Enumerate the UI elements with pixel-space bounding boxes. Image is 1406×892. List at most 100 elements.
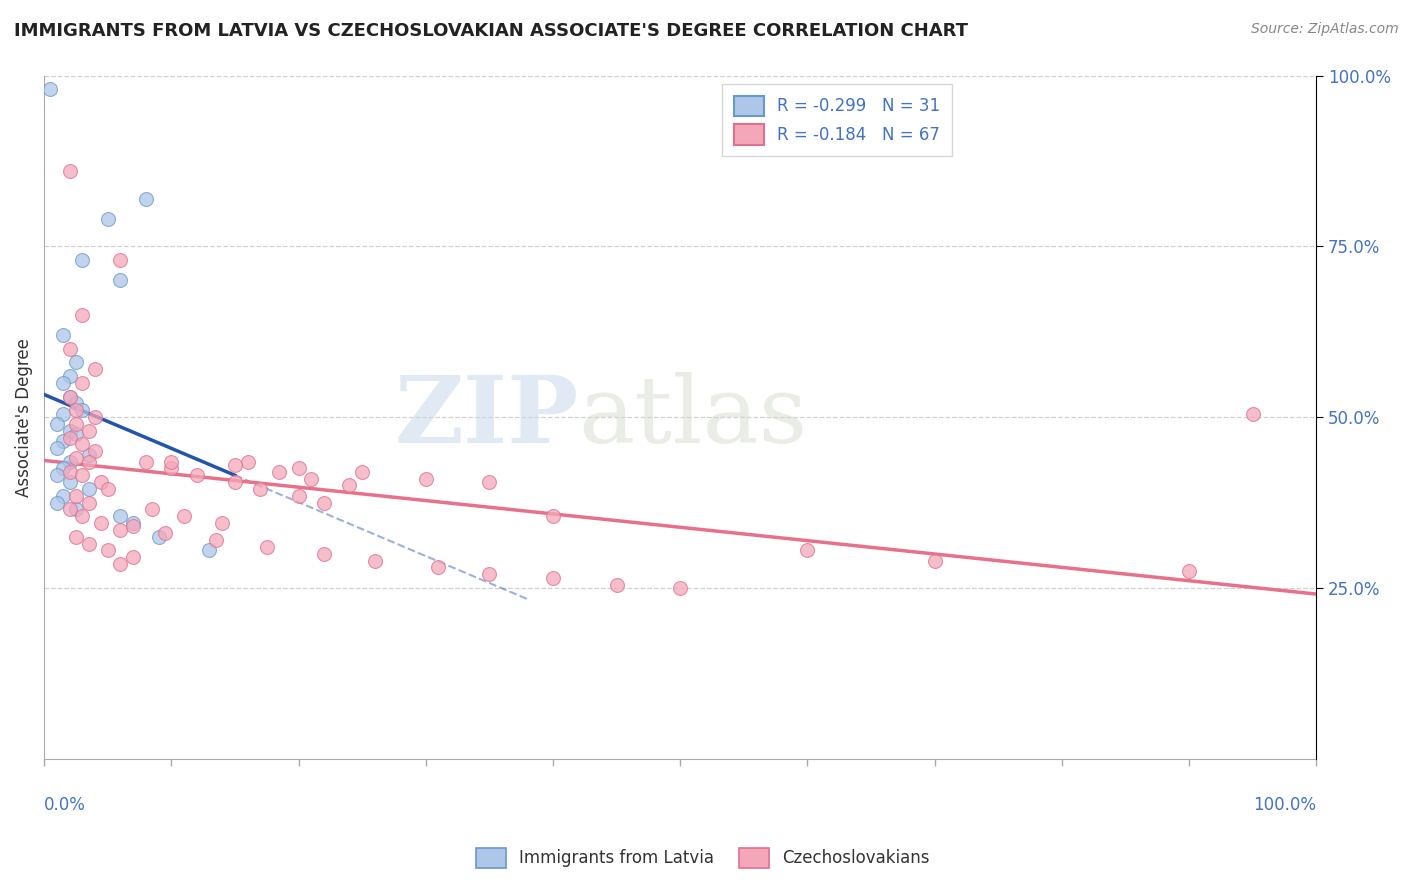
Point (97, 543, 120, 558)
Point (65, 489, 87, 503)
Point (364, 554, 387, 568)
Point (256, 540, 278, 554)
Point (478, 475, 501, 489)
Point (135, 192, 157, 206)
Point (110, 252, 132, 267)
Point (110, 509, 132, 524)
Point (52, 489, 75, 503)
Point (77, 536, 100, 550)
Point (669, 581, 692, 595)
Text: atlas: atlas (578, 372, 807, 462)
Point (58, 390, 80, 404)
Point (65, 417, 87, 431)
Point (312, 547, 335, 561)
Point (269, 465, 291, 479)
Point (160, 454, 183, 468)
Point (52, 434, 75, 448)
Point (339, 478, 361, 492)
Point (45, 495, 67, 509)
Point (72, 468, 94, 483)
Point (65, 403, 87, 417)
Point (52, 328, 75, 343)
Point (186, 468, 208, 483)
Point (122, 550, 145, 565)
Point (72, 308, 94, 322)
Point (205, 533, 228, 548)
Point (65, 502, 87, 516)
Point (84, 444, 107, 458)
Text: IMMIGRANTS FROM LATVIA VS CZECHOSLOVAKIAN ASSOCIATE'S DEGREE CORRELATION CHART: IMMIGRANTS FROM LATVIA VS CZECHOSLOVAKIA… (14, 22, 969, 40)
Point (45, 441, 67, 455)
Point (65, 530, 87, 544)
Point (478, 567, 501, 582)
Point (45, 417, 67, 431)
Point (52, 407, 75, 421)
Point (148, 530, 170, 544)
Point (173, 509, 195, 524)
Point (1241, 407, 1264, 421)
Y-axis label: Associate's Degree: Associate's Degree (15, 338, 32, 497)
Text: Source: ZipAtlas.com: Source: ZipAtlas.com (1251, 22, 1399, 37)
Point (58, 454, 80, 468)
Point (58, 164, 80, 178)
Point (415, 472, 437, 486)
Point (312, 495, 335, 509)
Point (72, 509, 94, 524)
Point (72, 376, 94, 390)
Point (110, 273, 132, 287)
Point (541, 571, 564, 585)
Point (287, 489, 309, 503)
Point (224, 475, 246, 489)
Point (72, 437, 94, 451)
Point (58, 390, 80, 404)
Point (924, 554, 946, 568)
Point (90, 475, 112, 489)
Point (606, 577, 628, 591)
Point (58, 424, 80, 438)
Point (77, 448, 100, 462)
Point (97, 482, 120, 496)
Point (72, 403, 94, 417)
Point (58, 342, 80, 356)
Point (77, 424, 100, 438)
Point (58, 475, 80, 489)
Point (39, 82, 62, 96)
Point (541, 509, 564, 524)
Point (58, 369, 80, 384)
Point (52, 376, 75, 390)
Point (135, 454, 157, 468)
Point (198, 543, 221, 558)
Point (427, 560, 450, 574)
Legend: R = -0.299   N = 31, R = -0.184   N = 67: R = -0.299 N = 31, R = -0.184 N = 67 (721, 84, 952, 156)
Point (65, 451, 87, 466)
Point (90, 516, 112, 530)
Point (796, 543, 818, 558)
Point (65, 355, 87, 369)
Point (84, 410, 107, 425)
Point (141, 502, 163, 516)
Point (110, 557, 132, 571)
Point (122, 516, 145, 530)
Point (77, 482, 100, 496)
Point (84, 362, 107, 376)
Point (1178, 564, 1201, 578)
Point (77, 495, 100, 509)
Point (110, 523, 132, 537)
Point (287, 461, 309, 475)
Point (58, 465, 80, 479)
Point (160, 461, 183, 475)
Point (153, 526, 176, 541)
Point (236, 454, 259, 468)
Point (77, 454, 100, 468)
Point (299, 472, 322, 486)
Point (65, 427, 87, 442)
Text: 100.0%: 100.0% (1253, 797, 1316, 814)
Point (58, 502, 80, 516)
Point (58, 431, 80, 445)
Text: ZIP: ZIP (394, 372, 578, 462)
Point (52, 461, 75, 475)
Text: 0.0%: 0.0% (44, 797, 86, 814)
Point (352, 465, 374, 479)
Point (224, 458, 246, 472)
Point (65, 396, 87, 410)
